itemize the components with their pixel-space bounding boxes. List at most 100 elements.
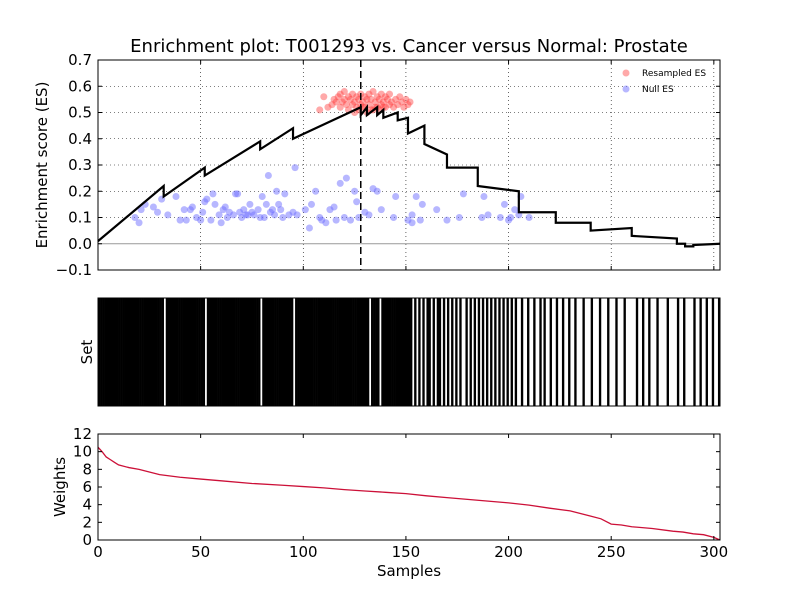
- set-hit-bar: [683, 298, 686, 406]
- resampled-es-point: [404, 101, 412, 109]
- set-hit-bar: [371, 298, 374, 406]
- set-hit-bar: [362, 298, 366, 406]
- set-hit-bar: [410, 298, 413, 406]
- null-es-point: [149, 203, 157, 211]
- es-ytick-label: 0.3: [68, 156, 92, 174]
- set-hit-bar: [598, 298, 602, 406]
- set-hit-bar: [336, 298, 339, 406]
- set-hit-bar: [188, 298, 191, 406]
- set-hit-bar: [418, 298, 421, 406]
- null-es-point: [209, 190, 217, 198]
- set-hit-bar: [317, 298, 321, 406]
- set-hit-bar: [494, 298, 497, 406]
- set-hit-bar: [233, 298, 236, 406]
- set-hit-bar: [455, 298, 458, 406]
- set-hit-bar: [239, 298, 242, 406]
- resampled-es-point: [392, 95, 400, 103]
- null-es-point: [408, 219, 416, 227]
- set-hit-bar: [137, 298, 140, 406]
- set-hit-bar: [451, 298, 454, 406]
- set-hit-bar: [112, 298, 115, 406]
- set-hit-bar: [165, 298, 169, 406]
- null-es-point: [221, 203, 229, 211]
- set-hit-bar: [141, 298, 144, 406]
- resampled-es-point: [359, 98, 367, 106]
- null-es-point: [336, 179, 344, 187]
- null-es-point: [271, 211, 279, 219]
- resampled-es-point: [338, 98, 346, 106]
- set-hit-bar: [288, 298, 292, 406]
- set-hit-bar: [274, 298, 277, 406]
- set-hit-bar: [282, 298, 286, 406]
- resampled-es-point: [365, 90, 373, 98]
- set-hit-bar: [241, 298, 245, 406]
- legend-label-resampled: Resampled ES: [642, 69, 706, 79]
- set-hit-bar: [607, 298, 610, 406]
- null-es-point: [281, 190, 289, 198]
- set-hit-bar: [225, 298, 228, 406]
- resampled-es-point: [363, 95, 371, 103]
- set-hit-bar: [574, 298, 577, 406]
- set-hit-bar: [223, 298, 226, 406]
- set-hit-bar: [315, 298, 318, 406]
- set-hit-bar: [506, 298, 509, 406]
- null-es-point: [293, 211, 301, 219]
- set-hit-bar: [527, 298, 530, 406]
- null-es-point: [180, 206, 188, 214]
- set-hit-bar: [245, 298, 249, 406]
- set-hit-bar: [711, 298, 715, 406]
- set-hit-bar: [299, 298, 302, 406]
- resampled-es-point: [320, 93, 328, 101]
- set-hit-bar: [182, 298, 185, 406]
- resampled-es-point: [390, 103, 398, 111]
- set-hit-bar: [389, 298, 392, 406]
- set-hit-bar: [360, 298, 364, 406]
- es-ytick-label: 0.7: [68, 51, 92, 69]
- set-hit-bar: [346, 298, 349, 406]
- null-es-point: [322, 219, 330, 227]
- null-es-point: [203, 195, 211, 203]
- set-hit-bar: [582, 298, 585, 406]
- resampled-es-point: [398, 98, 406, 106]
- es-ytick-label: −0.1: [56, 261, 92, 279]
- resampled-es-point: [349, 90, 357, 98]
- null-es-point: [250, 211, 258, 219]
- set-hit-bar: [311, 298, 314, 406]
- resampled-es-point: [381, 93, 389, 101]
- set-hit-bar: [284, 298, 288, 406]
- null-es-point: [240, 206, 248, 214]
- set-hit-bar: [186, 298, 189, 406]
- set-hit-bar: [278, 298, 281, 406]
- weights-ytick-label: 10: [73, 443, 92, 461]
- set-hit-bar: [206, 298, 210, 406]
- set-hit-bar: [149, 298, 152, 406]
- set-hit-bar: [481, 298, 485, 406]
- set-hit-bar: [251, 298, 255, 406]
- weights-ytick-label: 8: [82, 460, 92, 478]
- set-hit-bar: [590, 298, 594, 406]
- set-hit-bar: [100, 298, 103, 406]
- resampled-es-point: [406, 98, 414, 106]
- set-hit-bar: [477, 298, 481, 406]
- weights-ytick-label: 4: [82, 496, 92, 514]
- resampled-es-point: [383, 95, 391, 103]
- set-hit-bar: [555, 298, 559, 406]
- resampled-es-point: [373, 93, 381, 101]
- set-hit-bar: [635, 298, 639, 406]
- set-hit-bar: [286, 298, 290, 406]
- null-es-point: [279, 214, 287, 221]
- null-es-point: [340, 214, 348, 221]
- set-hit-bar: [190, 298, 193, 406]
- set-hit-bar: [381, 298, 384, 406]
- set-hit-bar: [426, 298, 429, 406]
- weights-xtick-label: 150: [392, 543, 421, 561]
- set-hit-bar: [397, 298, 401, 406]
- set-hit-bar: [321, 298, 325, 406]
- resampled-es-point: [361, 93, 369, 101]
- resampled-es-point: [379, 103, 387, 111]
- resampled-es-point: [375, 95, 383, 103]
- resampled-es-point: [346, 95, 354, 103]
- null-es-point: [172, 193, 180, 200]
- resampled-es-point: [388, 98, 396, 106]
- set-hit-bar: [229, 298, 232, 406]
